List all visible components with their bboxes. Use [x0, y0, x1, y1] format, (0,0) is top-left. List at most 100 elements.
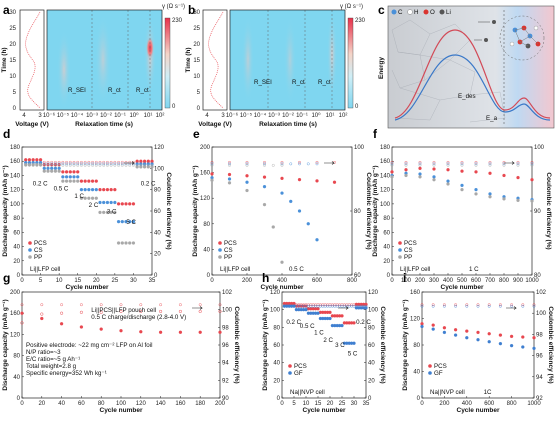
ce-point: [42, 162, 46, 166]
ce-point: [102, 160, 106, 164]
ce-point: [61, 160, 65, 164]
x-tick-label: 40: [58, 401, 65, 407]
legend-marker: [218, 248, 222, 252]
y-axis-label: Time (h): [1, 47, 8, 72]
ce-point: [146, 163, 150, 167]
x-tick-label: 0: [390, 278, 394, 284]
ce-point: [57, 160, 61, 164]
x-axis-label: Cycle number: [66, 284, 109, 291]
data-point: [24, 158, 28, 162]
ce-point: [83, 160, 87, 164]
data-point: [31, 158, 35, 162]
ce-point: [117, 160, 120, 164]
x-tick: 10⁻⁶: [226, 112, 239, 119]
ce-point: [314, 304, 317, 308]
y-tick-label: 0: [417, 396, 421, 402]
x-tick-label: 600: [484, 401, 495, 407]
ce-point: [280, 162, 284, 166]
data-point: [102, 188, 106, 192]
x-tick-label: 500: [457, 278, 468, 284]
data-point: [460, 183, 464, 188]
ce-point: [143, 163, 146, 167]
data-point: [315, 179, 319, 183]
y-tick-label: 0: [207, 273, 211, 279]
data-point: [131, 241, 136, 245]
ce-point: [418, 163, 422, 167]
rate-label: 5 C: [348, 351, 358, 358]
colorbar: γ (Ω s⁻¹) 230 0: [340, 4, 366, 110]
peak-label: R_SEI: [68, 87, 86, 94]
panel-d: d 0 5 10 15 20 25 30 35 Cycle number 0 20 40 60 80 100 1…: [2, 127, 172, 291]
data-point: [210, 172, 214, 176]
data-point: [304, 308, 308, 312]
ce-point: [350, 304, 353, 308]
ce-point: [106, 163, 109, 167]
x-tick: 10⁰: [129, 112, 139, 119]
y-tick: 5: [197, 90, 201, 96]
ce-point: [76, 162, 80, 166]
ce-point: [420, 303, 424, 307]
ce-point: [390, 160, 394, 164]
data-point: [64, 179, 69, 183]
legend-marker: [398, 248, 402, 252]
y-right-tick-label: 92: [536, 396, 543, 402]
ce-point: [454, 303, 457, 307]
data-point: [57, 169, 61, 173]
x-axis-label: Cycle number: [457, 407, 500, 414]
data-point: [431, 327, 435, 331]
ce-point: [76, 160, 80, 164]
series-cs: [210, 162, 319, 242]
y-tick-label: 20: [383, 259, 390, 265]
data-point: [98, 200, 102, 205]
y-right-tick-label: 40: [154, 230, 161, 236]
ce-point: [50, 162, 54, 166]
y-axis-label: Discharge capacity (mAh g⁻¹): [2, 299, 9, 390]
y-right-tick-label: 92: [222, 378, 229, 384]
y-tick: 25: [9, 26, 16, 32]
series-pp: [390, 163, 534, 203]
rate-label: 2 C: [323, 337, 333, 344]
data-point: [297, 209, 302, 213]
data-point: [332, 180, 337, 184]
y-right-tick-label: 102: [222, 290, 233, 296]
data-point: [453, 328, 458, 332]
data-point: [178, 309, 182, 313]
colorbar-title: γ (Ω s⁻¹): [162, 4, 185, 10]
data-point: [20, 311, 24, 315]
x-tick-label: 20: [38, 401, 45, 407]
y-right-axis-label: Coulombic efficiency (%): [547, 306, 554, 383]
data-point: [139, 330, 143, 334]
data-point: [262, 202, 267, 207]
y-tick-label: 80: [383, 216, 390, 222]
axis-arrow-icon: [506, 306, 517, 310]
test-condition: 0.5 C charge/discharge (2.8-4.0 V): [91, 314, 186, 321]
ce-point: [68, 162, 72, 166]
data-point: [502, 173, 506, 178]
data-point: [61, 179, 65, 183]
ce-point: [120, 163, 124, 167]
data-point: [198, 309, 202, 313]
ce-point: [35, 163, 39, 167]
ce-point: [460, 163, 464, 167]
ce-point: [60, 303, 63, 307]
ce-point: [516, 162, 520, 166]
x-tick: 10⁻¹: [114, 113, 126, 119]
ce-point: [20, 303, 24, 307]
colorbar: γ (Ω s⁻¹) 230 0: [162, 4, 185, 110]
ce-point: [150, 162, 154, 166]
data-point: [139, 309, 143, 313]
data-point: [20, 321, 24, 325]
y-tick-label: 120: [410, 317, 421, 323]
energy-landscape-bg: [387, 5, 555, 129]
ce-point: [315, 160, 319, 164]
data-point: [94, 196, 98, 200]
data-point: [476, 330, 480, 335]
energy-curve-blue: [394, 54, 551, 121]
x-tick: 10⁻⁴: [71, 112, 84, 119]
ce-point: [178, 303, 182, 307]
y-tick-label: 20: [273, 378, 280, 384]
y-axis-label: Discharge capacity (mAh g⁻¹): [2, 165, 9, 256]
y-tick-label: 0: [277, 396, 281, 402]
x-tick-label: 0: [210, 278, 214, 284]
